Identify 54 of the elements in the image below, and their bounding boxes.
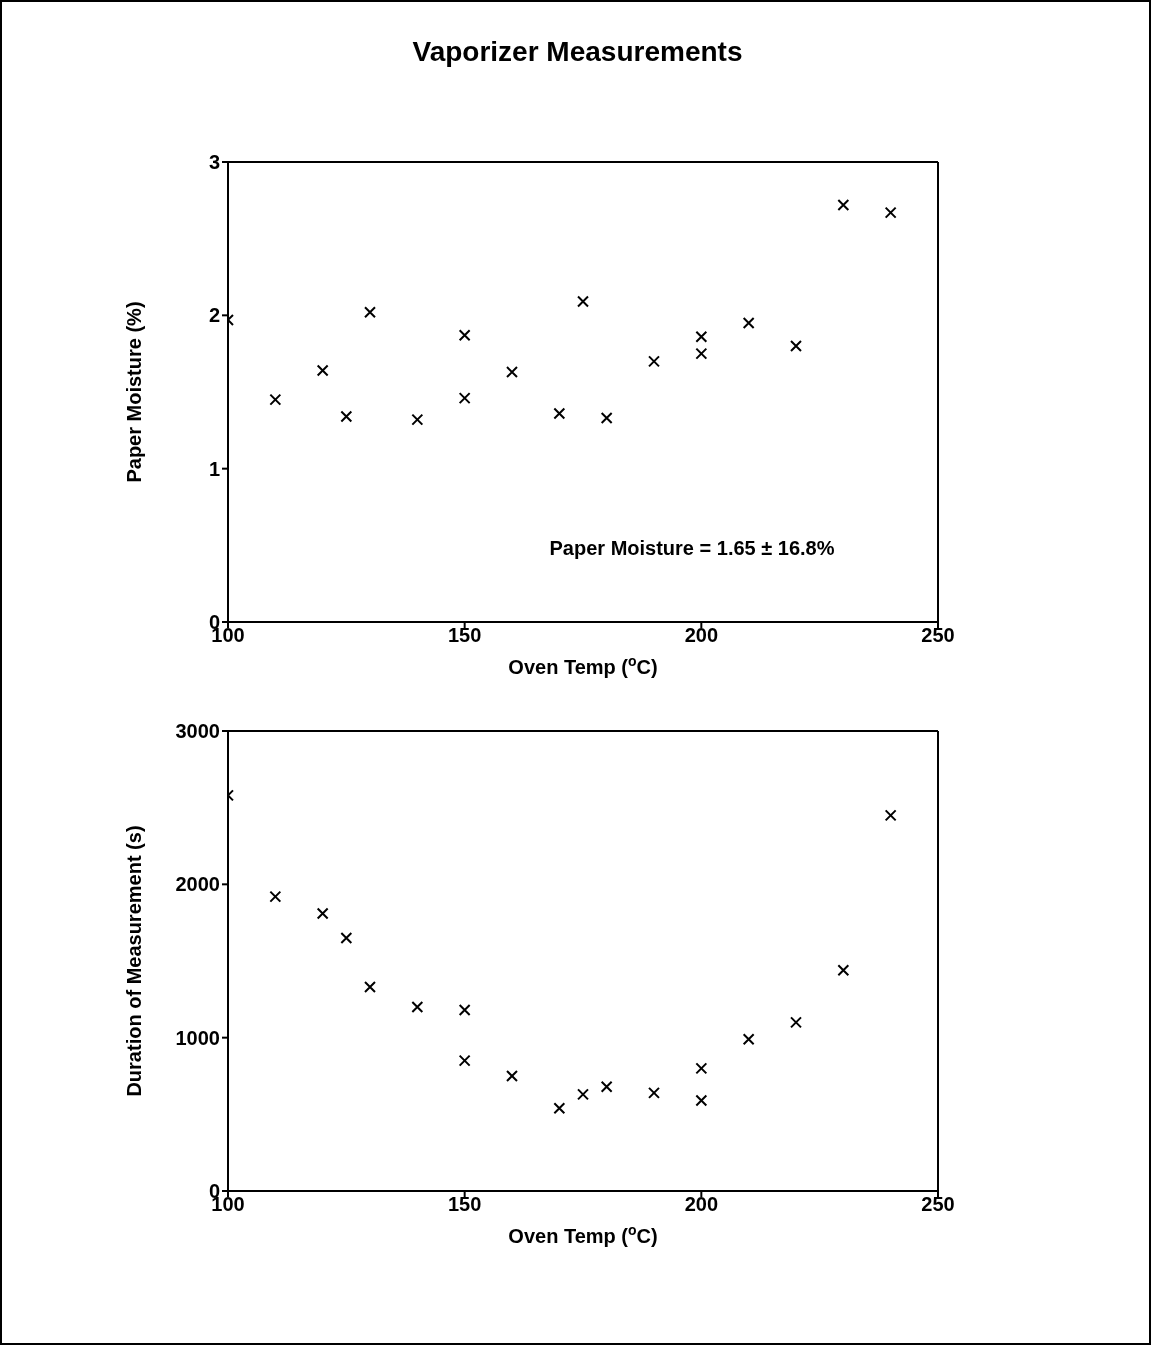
point	[411, 1001, 424, 1013]
point	[364, 981, 376, 994]
x-tick-label: 250	[921, 1193, 955, 1216]
y-axis-title: Duration of Measurement (s)	[123, 825, 146, 1097]
y-tick-label: 2	[208, 304, 220, 327]
x-tick-label: 200	[684, 1193, 719, 1216]
point	[884, 809, 897, 822]
y-axis-title: Paper Moisture (%)	[123, 301, 146, 483]
point	[695, 330, 708, 343]
x-tick-label: 250	[921, 624, 955, 647]
x-axis-title: Oven Temp ($^{o}$C)	[508, 1222, 658, 1247]
point	[837, 198, 850, 211]
point	[458, 1004, 471, 1017]
point	[790, 1016, 802, 1029]
point	[269, 890, 282, 903]
point	[884, 206, 897, 219]
annotation: Paper Moisture = 1.65 ± 16.8%	[548, 537, 836, 560]
point	[316, 364, 329, 377]
point	[269, 393, 282, 406]
point	[340, 410, 353, 423]
point	[600, 1080, 613, 1093]
point	[742, 1033, 755, 1046]
point	[506, 366, 518, 379]
x-tick-label: 150	[447, 624, 482, 647]
point	[742, 317, 755, 329]
x-tick-label: 200	[684, 624, 719, 647]
y-tick-label: 1000	[175, 1026, 220, 1049]
chart-title: Vaporizer Measurements	[411, 36, 744, 68]
point	[695, 1094, 708, 1107]
point	[553, 1102, 566, 1115]
point	[577, 295, 589, 308]
point	[458, 329, 471, 342]
point	[506, 1070, 518, 1082]
point	[577, 1088, 589, 1101]
point	[316, 907, 329, 920]
x-axis-title: Oven Temp ($^{o}$C)	[508, 653, 658, 678]
point	[411, 413, 424, 426]
point	[790, 340, 802, 352]
point	[364, 306, 376, 319]
point	[648, 355, 660, 368]
y-tick-label: 2000	[175, 873, 220, 896]
point	[648, 1086, 660, 1099]
point	[553, 407, 566, 420]
point	[340, 932, 353, 944]
y-tick-label: 1	[208, 457, 220, 480]
y-tick-label: 3000	[175, 720, 220, 743]
point	[458, 1054, 471, 1067]
x-tick-label: 150	[447, 1193, 482, 1216]
point	[695, 347, 708, 360]
point	[458, 392, 471, 405]
y-tick-label: 3	[208, 151, 220, 174]
point	[600, 412, 613, 425]
point	[837, 964, 850, 977]
point	[695, 1062, 708, 1075]
